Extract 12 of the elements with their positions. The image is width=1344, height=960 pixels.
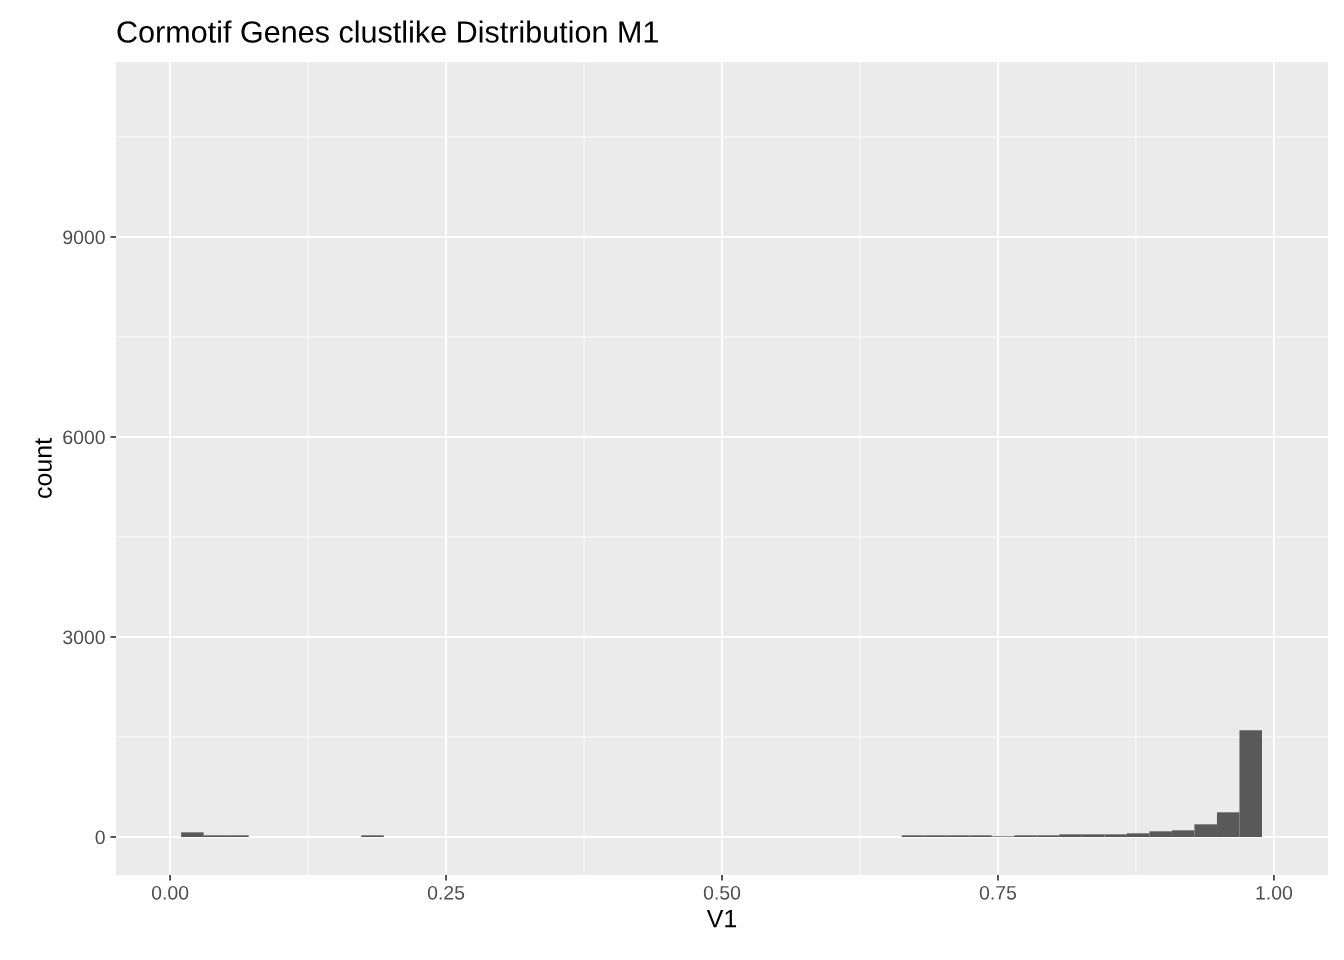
y-tick-label: 6000 bbox=[63, 430, 105, 445]
y-tick-label: 9000 bbox=[63, 230, 105, 245]
x-axis-title: V1 bbox=[706, 910, 737, 928]
x-tick-label: 0.50 bbox=[703, 885, 741, 900]
x-tick-label: 0.25 bbox=[427, 885, 465, 900]
y-axis-title: count bbox=[35, 438, 52, 499]
x-tick-label: 0.75 bbox=[979, 885, 1017, 900]
y-tick-label: 3000 bbox=[63, 630, 105, 645]
x-tick-label: 1.00 bbox=[1256, 885, 1293, 900]
x-tick-label: 0.00 bbox=[151, 885, 189, 900]
y-tick-label: 0 bbox=[95, 830, 105, 845]
chart-title: Cormotif Genes clustlike Distribution M1 bbox=[117, 20, 658, 43]
